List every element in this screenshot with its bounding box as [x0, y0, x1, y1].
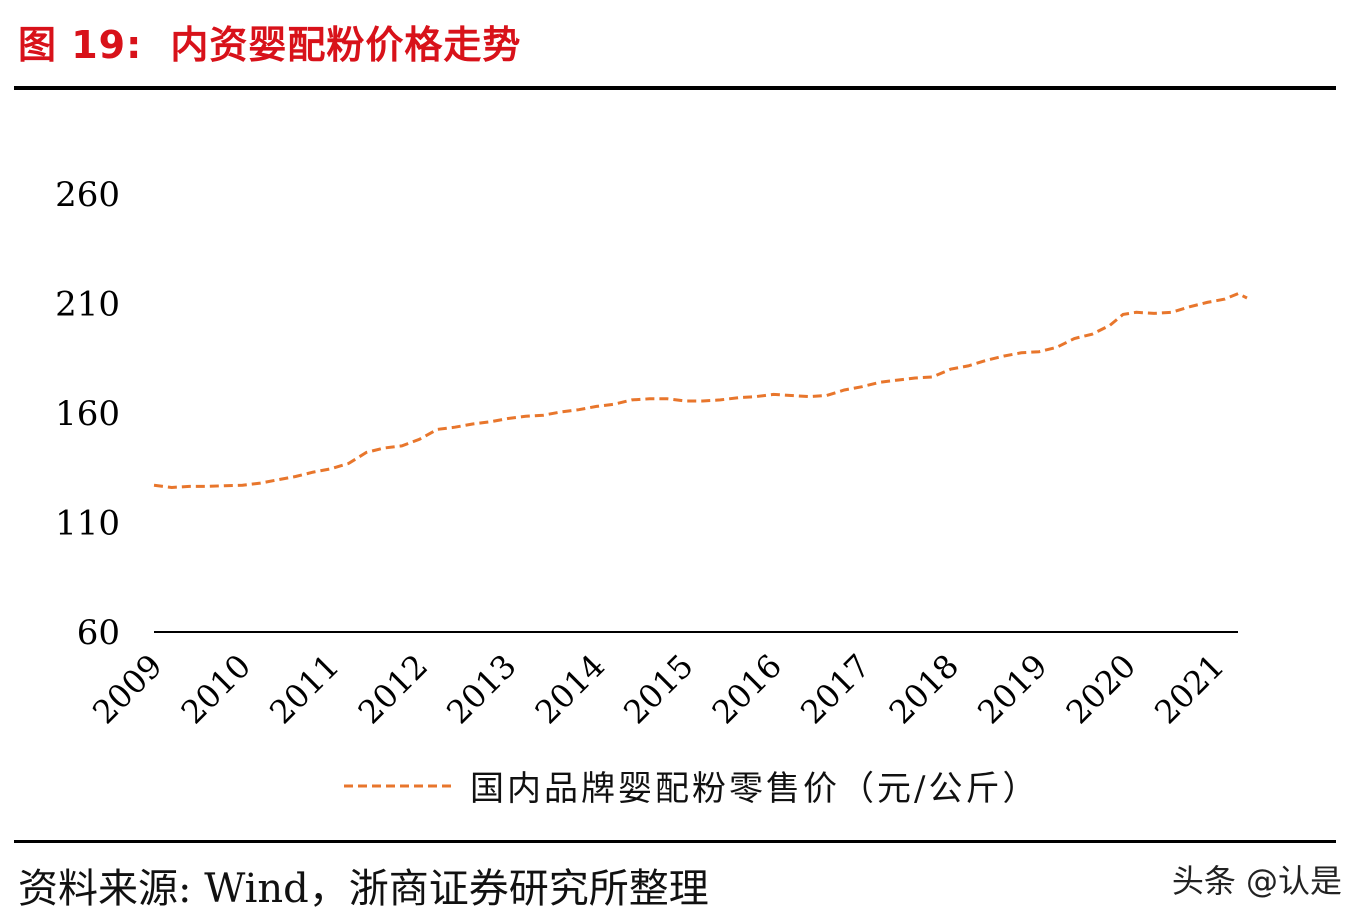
y-tick-label-110: 110 — [55, 504, 120, 544]
top-rule — [14, 86, 1336, 90]
x-tick-label-2010: 2010 — [174, 647, 258, 731]
x-axis-ticks: 2009 2010 2011 2012 2013 2014 2015 2016 2017 2018… — [85, 647, 1231, 731]
x-tick-label-2015: 2015 — [616, 647, 700, 731]
bottom-rule — [14, 840, 1336, 843]
x-tick-label-2016: 2016 — [705, 647, 789, 731]
source-note: 资料来源: Wind，浙商证券研究所整理 — [18, 866, 709, 912]
x-tick-label-2021: 2021 — [1147, 647, 1231, 731]
x-tick-label-2020: 2020 — [1059, 647, 1143, 731]
y-tick-label-60: 60 — [77, 613, 120, 653]
legend: 国内品牌婴配粉零售价（元/公斤） — [344, 769, 1039, 809]
watermark-text: 头条 @认是 — [1171, 862, 1342, 900]
x-tick-label-2017: 2017 — [793, 647, 877, 731]
figure-title: 图 19: 内资婴配粉价格走势 — [18, 14, 521, 69]
figure-number: 图 19: — [18, 23, 143, 67]
y-tick-label-210: 210 — [55, 285, 120, 325]
y-tick-label-260: 260 — [55, 175, 120, 215]
x-tick-label-2018: 2018 — [882, 647, 966, 731]
x-tick-label-2019: 2019 — [970, 647, 1054, 731]
x-tick-label-2011: 2011 — [262, 647, 346, 731]
series-line-domestic-formula-price — [153, 291, 1248, 490]
x-tick-label-2012: 2012 — [351, 647, 435, 731]
y-axis-ticks: 60 110 160 210 260 — [55, 175, 120, 653]
x-tick-label-2014: 2014 — [528, 647, 612, 731]
y-tick-label-160: 160 — [55, 394, 120, 434]
legend-label: 国内品牌婴配粉零售价（元/公斤） — [470, 769, 1039, 809]
x-tick-label-2013: 2013 — [439, 647, 523, 731]
figure-title-text: 内资婴配粉价格走势 — [170, 23, 522, 67]
x-tick-label-2009: 2009 — [85, 647, 169, 731]
